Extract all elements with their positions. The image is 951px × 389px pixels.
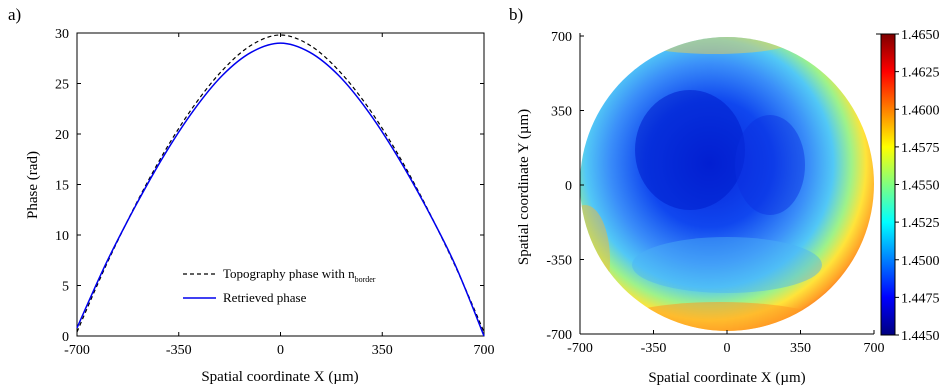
series-retrieved-phase-line (76, 42, 485, 337)
phase-ytick-label: 15 (55, 179, 69, 194)
map-xtick-label: 350 (790, 341, 811, 356)
legend-label-retrieved: Retrieved phase (223, 290, 307, 305)
map-xtick-label: 0 (724, 341, 731, 356)
phase-ytick-label: 30 (55, 27, 69, 42)
phase-plot-xlabel: Spatial coordinate X (µm) (201, 369, 358, 385)
colorbar-tick-label: 1.4550 (901, 179, 940, 194)
phase-plot-ylabel: Phase (rad) (25, 151, 41, 219)
map-ytick-label: 700 (551, 30, 572, 45)
phase-plot-ticks: -700 -350 0 350 700 0 5 10 15 20 25 30 (55, 27, 495, 358)
colorbar-tick-label: 1.4500 (901, 254, 940, 269)
map-ytick-label: -700 (546, 328, 572, 343)
index-map-ylabel: Spatial coordinate Y (µm) (516, 109, 532, 265)
index-map (580, 37, 874, 331)
phase-xtick-label: 350 (372, 343, 393, 358)
index-map-xlabel: Spatial coordinate X (µm) (648, 370, 805, 386)
colorbar-tick-label: 1.4600 (901, 103, 940, 118)
map-xtick-label: -350 (641, 341, 667, 356)
phase-xtick-label: -700 (64, 343, 90, 358)
map-blob-warm-top (635, 37, 795, 54)
map-blob-dark-right (735, 115, 805, 215)
phase-plot-series (76, 34, 485, 337)
colorbar-tick-label: 1.4650 (901, 28, 940, 43)
map-xtick-label: -700 (567, 341, 593, 356)
colorbar (876, 33, 896, 336)
map-xtick-label: 700 (864, 341, 885, 356)
panel-label-a: a) (8, 5, 21, 24)
legend-label-topography-sub: border (355, 275, 376, 284)
colorbar-ticks: 1.4450 1.4475 1.4500 1.4525 1.4550 1.4575 1.46… (895, 28, 940, 344)
map-blob-light-lower (632, 237, 822, 293)
phase-xtick-label: 700 (474, 343, 495, 358)
phase-xtick-label: -350 (166, 343, 192, 358)
phase-ytick-label: 25 (55, 78, 69, 93)
index-map-ticks: -700 -350 0 350 700 -700 -350 0 350 700 (546, 30, 884, 356)
map-blob-dark-center (635, 90, 745, 210)
phase-xtick-label: 0 (277, 343, 284, 358)
phase-ytick-label: 20 (55, 128, 69, 143)
map-ytick-label: -350 (546, 254, 572, 269)
colorbar-tick-label: 1.4575 (901, 141, 940, 156)
phase-ytick-label: 10 (55, 229, 69, 244)
phase-ytick-label: 0 (62, 330, 69, 345)
colorbar-tick-label: 1.4475 (901, 291, 940, 306)
phase-plot-legend: Topography phase with nborder Retrieved … (183, 266, 376, 305)
legend-label-topography-main: Topography phase with n (223, 266, 355, 281)
map-ytick-label: 0 (565, 179, 572, 194)
phase-ytick-label: 5 (62, 280, 69, 295)
colorbar-gradient (880, 33, 896, 336)
colorbar-tick-label: 1.4525 (901, 216, 940, 231)
legend-label-topography: Topography phase with nborder (223, 266, 376, 284)
series-topography-phase-line (76, 34, 485, 333)
panel-label-b: b) (509, 5, 523, 24)
map-ytick-label: 350 (551, 105, 572, 120)
colorbar-tick-label: 1.4450 (901, 329, 940, 344)
colorbar-tick-label: 1.4625 (901, 66, 940, 81)
